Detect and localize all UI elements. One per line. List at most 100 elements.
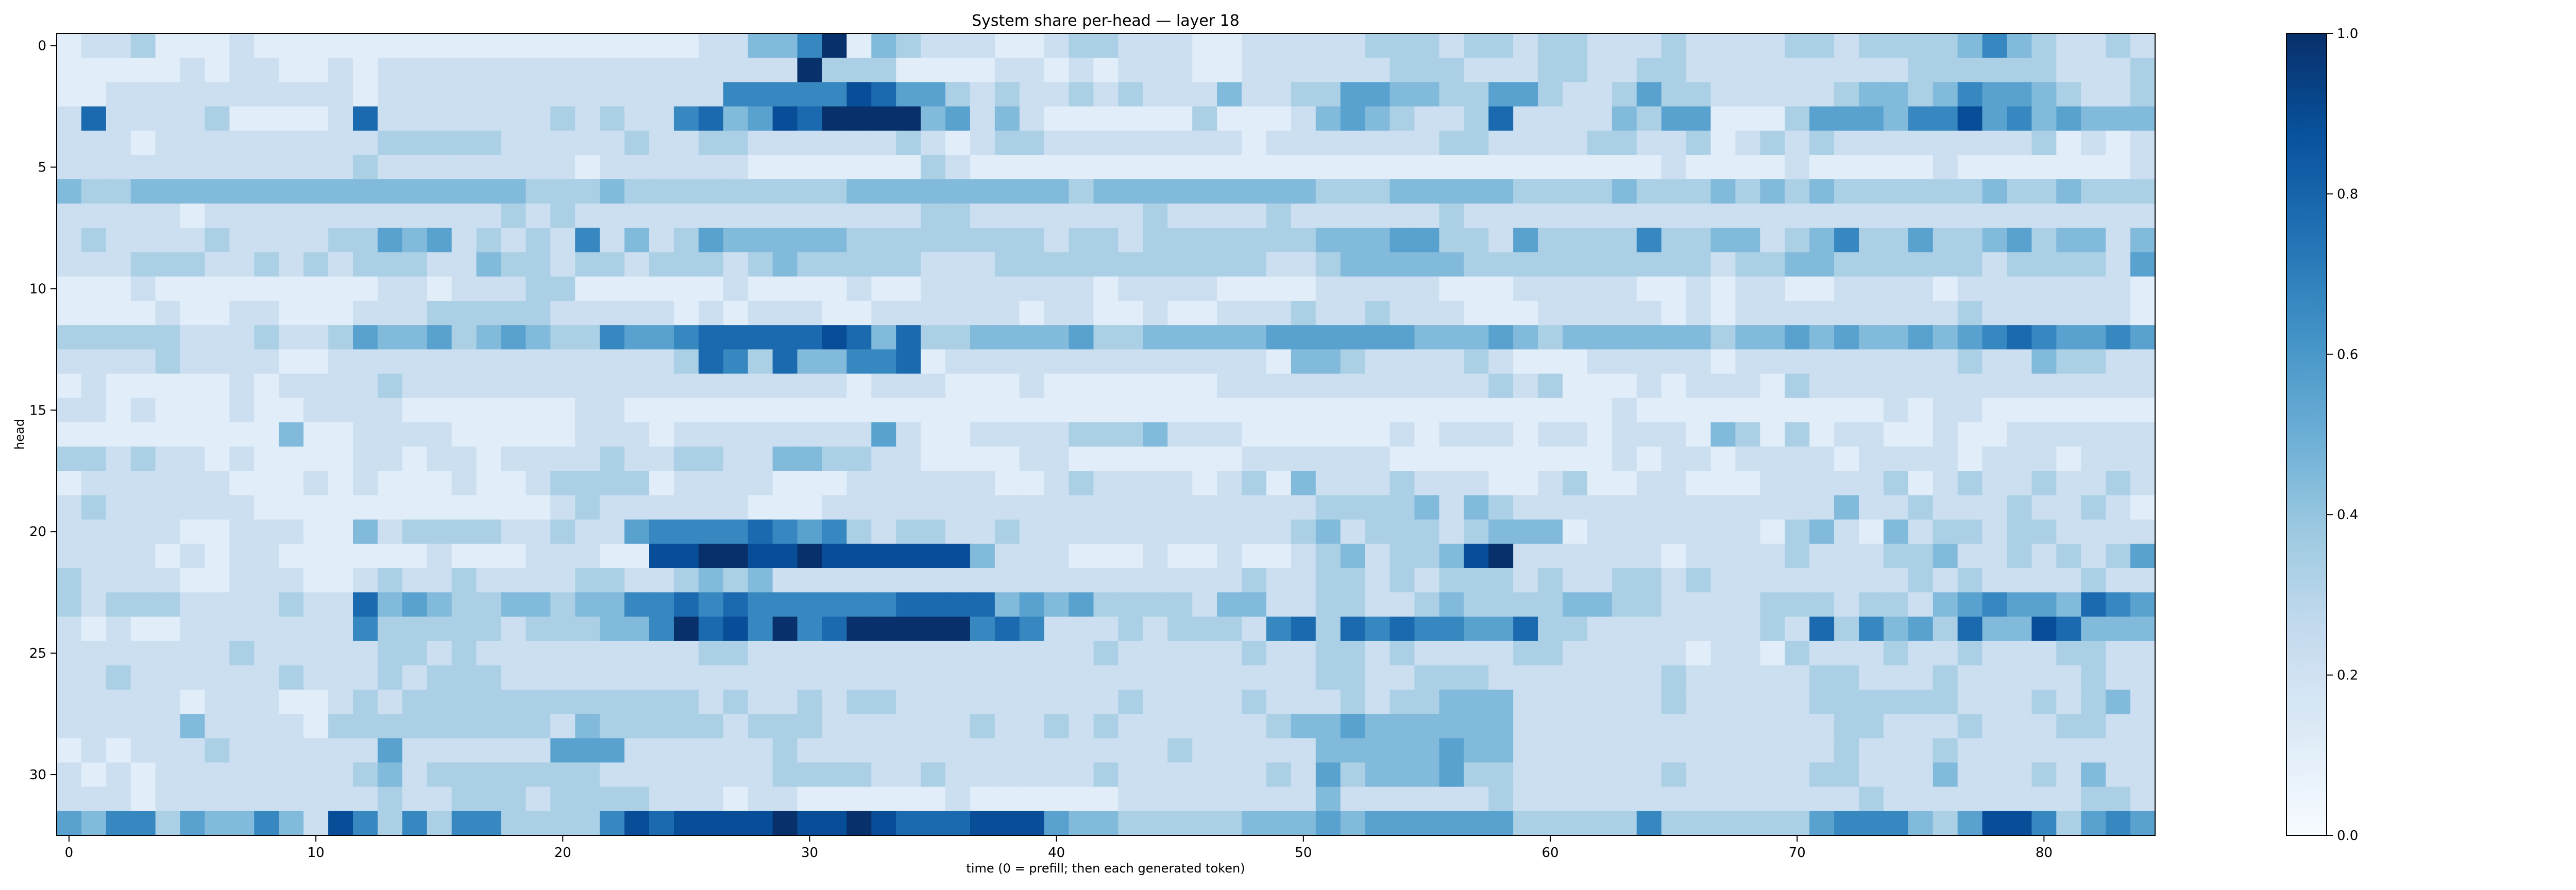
heatmap-cell <box>1908 203 1934 229</box>
heatmap-cell <box>1464 155 1489 180</box>
heatmap-cell <box>550 714 575 739</box>
heatmap-cell <box>575 762 600 788</box>
heatmap-cell <box>501 301 527 326</box>
heatmap-cell <box>945 447 971 471</box>
heatmap-cell <box>1266 641 1292 666</box>
heatmap-cell <box>106 811 131 836</box>
heatmap-cell <box>501 714 527 739</box>
heatmap-cell <box>846 373 872 399</box>
heatmap-cell <box>1661 641 1687 666</box>
heatmap-cell <box>1661 786 1687 812</box>
heatmap-cell <box>205 82 230 107</box>
heatmap-cell <box>476 519 502 544</box>
heatmap-cell <box>2130 422 2156 447</box>
heatmap-cell <box>427 471 452 496</box>
heatmap-cell <box>353 130 378 156</box>
heatmap-cell <box>106 495 131 520</box>
heatmap-cell <box>1266 811 1292 836</box>
heatmap-cell <box>1735 447 1761 471</box>
heatmap-cell <box>427 422 452 447</box>
heatmap-cell <box>81 641 107 666</box>
heatmap-cell <box>1340 58 1366 83</box>
heatmap-cell <box>1143 811 1168 836</box>
heatmap-cell <box>698 422 724 447</box>
heatmap-cell <box>871 592 896 618</box>
heatmap-cell <box>1315 714 1341 739</box>
heatmap-cell <box>1118 179 1144 204</box>
heatmap-cell <box>1093 714 1119 739</box>
heatmap-cell <box>155 252 181 277</box>
heatmap-cell <box>846 714 872 739</box>
heatmap-cell <box>1562 665 1588 690</box>
heatmap-cell <box>81 82 107 107</box>
heatmap-cell <box>1242 568 1267 593</box>
heatmap-cell <box>2130 130 2156 156</box>
heatmap-cell <box>155 179 181 204</box>
heatmap-cell <box>476 447 502 471</box>
heatmap-cell <box>1389 519 1415 544</box>
heatmap-cell <box>723 543 749 569</box>
heatmap-cell <box>1562 738 1588 763</box>
heatmap-cell <box>2007 58 2032 83</box>
heatmap-cell <box>1217 106 1242 131</box>
heatmap-cell <box>81 543 107 569</box>
heatmap-cell <box>1710 179 1736 204</box>
heatmap-cell <box>945 762 971 788</box>
heatmap-cell <box>57 301 82 326</box>
heatmap-cell <box>1636 786 1662 812</box>
heatmap-cell <box>180 179 206 204</box>
heatmap-cell <box>1291 422 1316 447</box>
heatmap-cell <box>1612 179 1637 204</box>
heatmap-cell <box>1710 471 1736 496</box>
heatmap-cell <box>353 422 378 447</box>
heatmap-cell <box>1266 422 1292 447</box>
heatmap-cell <box>1488 495 1514 520</box>
heatmap-cell <box>1291 617 1316 642</box>
heatmap-cell <box>229 495 255 520</box>
heatmap-cell <box>1982 568 2008 593</box>
heatmap-cell <box>2130 373 2156 399</box>
heatmap-cell <box>1315 786 1341 812</box>
heatmap-cell <box>1785 373 1810 399</box>
heatmap-cell <box>994 398 1020 423</box>
heatmap-cell <box>871 130 896 156</box>
heatmap-cell <box>1044 495 1070 520</box>
heatmap-cell <box>945 738 971 763</box>
heatmap-cell <box>106 203 131 229</box>
heatmap-cell <box>575 130 600 156</box>
heatmap-cell <box>1069 786 1094 812</box>
heatmap-cell <box>1217 519 1242 544</box>
heatmap-cell <box>1464 738 1489 763</box>
heatmap-cell <box>106 592 131 618</box>
heatmap-cell <box>723 106 749 131</box>
heatmap-cell <box>476 689 502 714</box>
heatmap-cell <box>1093 33 1119 58</box>
heatmap-cell <box>1192 447 1217 471</box>
heatmap-cell <box>254 276 279 301</box>
heatmap-cell <box>673 179 699 204</box>
heatmap-cell <box>822 714 848 739</box>
heatmap-cell <box>1834 786 1859 812</box>
heatmap-cell <box>1982 811 2008 836</box>
heatmap-cell <box>1093 568 1119 593</box>
heatmap-cell <box>2031 447 2057 471</box>
heatmap-cell <box>822 325 848 350</box>
heatmap-cell <box>1464 471 1489 496</box>
heatmap-cell <box>1785 786 1810 812</box>
heatmap-cell <box>328 106 353 131</box>
heatmap-cell <box>81 203 107 229</box>
heatmap-cell <box>600 301 625 326</box>
heatmap-cell <box>155 447 181 471</box>
heatmap-cell <box>501 786 527 812</box>
heatmap-cell <box>698 714 724 739</box>
heatmap-cell <box>57 592 82 618</box>
heatmap-cell <box>1686 617 1711 642</box>
colorbar-tick-label: 0.4 <box>2337 507 2358 523</box>
heatmap-cell <box>501 349 527 374</box>
heatmap-cell <box>1760 106 1785 131</box>
heatmap-cell <box>328 82 353 107</box>
heatmap-cell <box>1118 398 1144 423</box>
heatmap-cell <box>1908 543 1934 569</box>
heatmap-cell <box>205 179 230 204</box>
heatmap-cell <box>279 203 304 229</box>
